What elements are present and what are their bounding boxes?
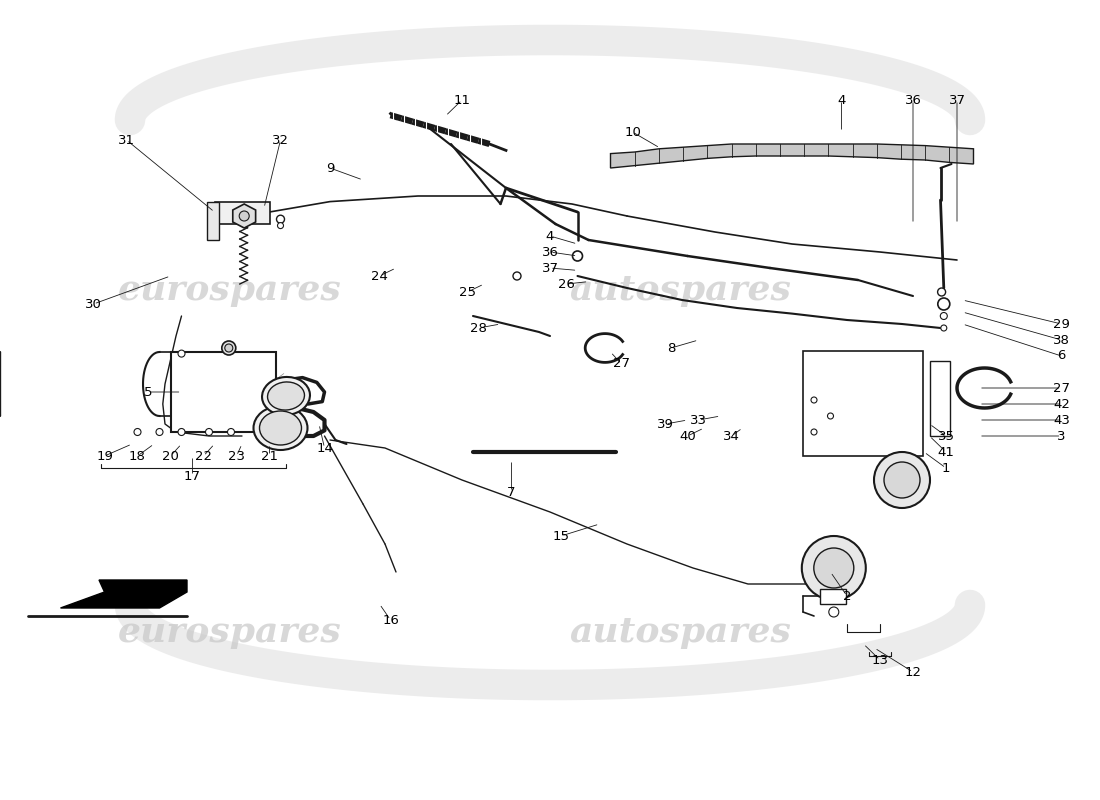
Text: 33: 33 (690, 414, 707, 426)
Polygon shape (610, 144, 974, 168)
Bar (214, 202, 270, 224)
Text: 18: 18 (129, 450, 146, 462)
Text: 37: 37 (541, 262, 559, 274)
Text: 29: 29 (1053, 318, 1070, 330)
Text: 26: 26 (558, 278, 575, 290)
Circle shape (940, 313, 947, 319)
Text: 3: 3 (1057, 430, 1066, 442)
Bar (207, 202, 219, 240)
Text: 20: 20 (162, 450, 179, 462)
Ellipse shape (260, 411, 301, 445)
Text: 21: 21 (261, 450, 278, 462)
Circle shape (178, 350, 185, 357)
Text: 30: 30 (85, 298, 102, 310)
Circle shape (802, 536, 866, 600)
Circle shape (134, 429, 141, 435)
Circle shape (178, 429, 185, 435)
Text: 38: 38 (1053, 334, 1070, 346)
Circle shape (811, 429, 817, 435)
Text: 40: 40 (679, 430, 696, 442)
Bar (170, 352, 275, 432)
Text: 16: 16 (382, 614, 399, 626)
Circle shape (277, 222, 284, 229)
Polygon shape (60, 580, 187, 608)
Text: autospares: autospares (569, 615, 791, 649)
Text: autospares: autospares (569, 273, 791, 307)
Text: 19: 19 (96, 450, 113, 462)
Text: 4: 4 (546, 230, 554, 242)
Text: 14: 14 (316, 442, 333, 454)
Text: 15: 15 (552, 530, 570, 542)
Text: 39: 39 (657, 418, 674, 430)
Polygon shape (233, 204, 255, 228)
Text: eurospares: eurospares (118, 615, 342, 649)
Text: 34: 34 (723, 430, 740, 442)
Circle shape (276, 215, 285, 223)
Text: 36: 36 (904, 94, 922, 106)
Circle shape (811, 397, 817, 403)
Circle shape (937, 288, 946, 296)
Ellipse shape (267, 382, 305, 410)
Text: 12: 12 (904, 666, 922, 678)
Text: 11: 11 (453, 94, 471, 106)
Text: 6: 6 (1057, 350, 1066, 362)
Ellipse shape (253, 406, 308, 450)
Text: 2: 2 (843, 590, 851, 602)
Circle shape (572, 251, 583, 261)
Ellipse shape (262, 377, 310, 415)
Text: 1: 1 (942, 462, 950, 474)
Bar (930, 361, 949, 436)
Text: 42: 42 (1053, 398, 1070, 410)
Text: 8: 8 (667, 342, 675, 354)
Text: 7: 7 (507, 486, 516, 498)
Circle shape (828, 607, 839, 617)
Bar (820, 589, 846, 604)
Circle shape (156, 429, 163, 435)
Circle shape (940, 325, 947, 331)
Text: 5: 5 (144, 386, 153, 398)
Circle shape (814, 548, 854, 588)
Text: 31: 31 (118, 134, 135, 146)
Text: 27: 27 (1053, 382, 1070, 394)
Text: 24: 24 (371, 270, 388, 282)
Text: 35: 35 (937, 430, 955, 442)
Text: 23: 23 (228, 450, 245, 462)
Text: 27: 27 (613, 358, 630, 370)
Text: 28: 28 (470, 322, 487, 334)
Text: 9: 9 (326, 162, 334, 174)
Text: 25: 25 (459, 286, 476, 298)
Circle shape (255, 429, 262, 435)
Text: 22: 22 (195, 450, 212, 462)
Bar (803, 351, 923, 456)
Circle shape (224, 344, 233, 352)
Text: 43: 43 (1053, 414, 1070, 426)
Circle shape (513, 272, 521, 280)
Text: 32: 32 (272, 134, 289, 146)
Text: 13: 13 (871, 654, 889, 666)
Text: 36: 36 (541, 246, 559, 258)
Circle shape (228, 429, 234, 435)
Text: 37: 37 (948, 94, 966, 106)
Circle shape (874, 452, 929, 508)
Text: 17: 17 (184, 470, 201, 482)
Text: 41: 41 (937, 446, 955, 458)
Text: 4: 4 (837, 94, 846, 106)
Circle shape (938, 298, 949, 310)
Text: eurospares: eurospares (118, 273, 342, 307)
Circle shape (827, 413, 834, 419)
Text: 10: 10 (624, 126, 641, 138)
Circle shape (884, 462, 920, 498)
Circle shape (206, 429, 212, 435)
Circle shape (222, 341, 235, 355)
Circle shape (239, 211, 250, 221)
